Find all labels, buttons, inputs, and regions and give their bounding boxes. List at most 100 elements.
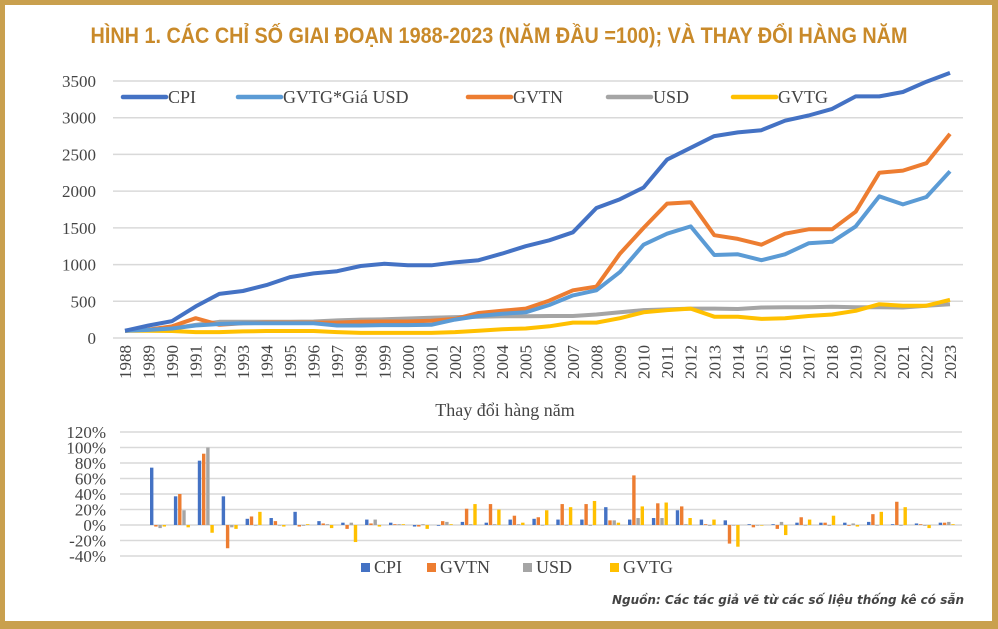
bar-cpi <box>460 521 465 525</box>
x-tick-label: 2015 <box>752 345 771 379</box>
bar-usd <box>277 525 282 526</box>
line-chart: 0 500 1000 1500 2000 2500 3000 3500 1988 1989 1990… <box>62 71 963 380</box>
bar-gvtn <box>249 516 254 525</box>
x-tick-label: 2004 <box>493 344 512 379</box>
bar-gvtn <box>273 521 278 525</box>
bar-gvtn <box>464 508 469 525</box>
y-tick-label: 0% <box>83 516 106 535</box>
x-tick-label: 2003 <box>470 345 489 379</box>
bar-gvtg <box>592 500 597 525</box>
bar-gvtn <box>488 504 493 525</box>
series-line-cpi <box>124 71 951 333</box>
bar-gvtg <box>329 525 334 529</box>
bar-cpi <box>890 524 895 525</box>
bar-cpi <box>867 521 871 525</box>
bar-usd <box>708 525 712 526</box>
bar-cpi <box>269 518 273 525</box>
bar-gvtg <box>855 525 860 527</box>
bar-usd <box>803 525 808 526</box>
bar-gvtg <box>831 515 836 525</box>
bar-usd <box>827 525 831 526</box>
x-tick-label: 1988 <box>116 345 135 379</box>
bar-gvtg <box>521 522 525 525</box>
bar-gvtg <box>401 524 405 525</box>
bar-gvtg <box>353 525 358 543</box>
bar-usd <box>493 524 497 525</box>
y-tick-label: 100% <box>66 439 106 458</box>
bar-gvtn <box>751 525 756 528</box>
bar-usd <box>612 520 616 525</box>
x-tick-label: 1990 <box>163 345 182 379</box>
bar-cpi <box>532 518 536 525</box>
bar-gvtn <box>895 501 899 525</box>
bar-cpi <box>795 522 799 525</box>
x-tick-label: 2019 <box>847 345 866 379</box>
bar-cpi <box>819 522 823 525</box>
y-tick-label: 3000 <box>62 109 96 128</box>
bar-gvtn <box>321 523 325 525</box>
bar-usd <box>230 525 234 528</box>
x-tick-label: 2013 <box>705 345 724 379</box>
bar-gvtg <box>568 507 573 525</box>
bar-gvtg <box>784 525 788 536</box>
bar-gvtn <box>703 524 708 525</box>
legend-label: USD <box>653 87 689 107</box>
bar-usd <box>660 518 664 525</box>
bar-usd <box>397 524 401 525</box>
x-tick-label: 1996 <box>305 345 324 379</box>
bar-gvtn <box>297 525 301 527</box>
bar-gvtg <box>162 525 166 527</box>
bar-gvtn <box>536 517 540 525</box>
legend-label: USD <box>536 557 572 577</box>
bar-cpi <box>747 524 751 525</box>
bar-gvtg <box>712 519 716 525</box>
bar-cpi <box>556 519 560 525</box>
x-tick-label: 2008 <box>587 345 606 379</box>
bar-gvtg <box>258 511 262 525</box>
bar-gvtg <box>425 525 429 529</box>
bar-gvtg <box>377 525 382 527</box>
bar-cpi <box>843 522 847 525</box>
x-tick-label: 2012 <box>682 345 701 379</box>
bar-usd <box>158 525 162 529</box>
legend-swatch <box>610 563 619 572</box>
bar-cpi <box>771 524 775 525</box>
bar-gvtn <box>608 520 612 525</box>
x-tick-label: 1995 <box>281 345 300 379</box>
y-tick-label: 2500 <box>62 145 96 164</box>
bar-cpi <box>245 518 249 525</box>
bar-gvtn <box>417 525 421 527</box>
bar-gvtg <box>879 511 883 525</box>
bar-gvtg <box>616 522 621 525</box>
bar-gvtn <box>441 521 445 525</box>
bar-gvtg <box>903 507 907 525</box>
bar-cpi <box>508 519 512 525</box>
bar-usd <box>349 522 353 525</box>
bar-cpi <box>150 467 154 525</box>
x-tick-label: 2000 <box>399 345 418 379</box>
legend-swatch <box>523 563 532 572</box>
bar-gvtn <box>823 522 827 525</box>
x-tick-label: 1998 <box>352 345 371 379</box>
bar-usd <box>182 510 186 525</box>
bar-gvtg <box>807 519 812 525</box>
legend-label: GVTG <box>623 557 673 577</box>
bar-gvtn <box>512 515 517 525</box>
y-tick-label: 1500 <box>62 219 96 238</box>
bar-usd <box>564 525 569 526</box>
y-tick-label: 0 <box>88 329 97 348</box>
bar-usd <box>373 519 377 525</box>
bar-usd <box>206 447 210 525</box>
bar-usd <box>636 518 640 525</box>
y-tick-label: 20% <box>75 501 106 520</box>
bar-usd <box>445 521 449 525</box>
bar-cpi <box>341 522 345 525</box>
bar-usd <box>755 525 760 526</box>
x-tick-label: 1994 <box>257 345 276 380</box>
bar-gvtg <box>449 524 453 525</box>
bar-usd <box>779 521 784 525</box>
legend-label: GVTG <box>778 87 828 107</box>
bar-gvtn <box>919 524 923 525</box>
